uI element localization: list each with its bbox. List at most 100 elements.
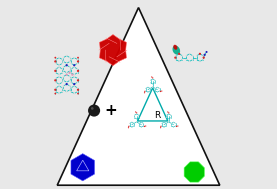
Circle shape [73, 57, 75, 59]
Circle shape [199, 53, 201, 55]
Circle shape [77, 60, 79, 63]
Circle shape [134, 115, 135, 116]
Circle shape [61, 87, 63, 89]
Circle shape [170, 117, 171, 118]
Circle shape [150, 90, 151, 91]
Circle shape [154, 80, 155, 81]
Circle shape [69, 57, 71, 59]
Circle shape [141, 127, 142, 128]
Circle shape [58, 76, 60, 77]
Circle shape [77, 89, 79, 91]
Circle shape [63, 79, 64, 81]
Circle shape [134, 117, 135, 118]
Circle shape [143, 123, 144, 124]
Circle shape [54, 60, 57, 63]
Circle shape [129, 123, 130, 124]
Circle shape [131, 122, 132, 123]
Circle shape [139, 123, 140, 124]
Circle shape [55, 59, 57, 60]
Circle shape [55, 72, 57, 74]
Circle shape [63, 57, 64, 59]
Circle shape [175, 55, 177, 57]
Circle shape [69, 60, 71, 62]
Circle shape [192, 59, 194, 60]
Circle shape [189, 53, 190, 55]
Circle shape [70, 87, 72, 89]
Circle shape [55, 91, 57, 93]
Circle shape [58, 85, 60, 87]
Circle shape [161, 91, 162, 92]
Circle shape [168, 118, 169, 119]
Circle shape [145, 125, 146, 127]
Circle shape [178, 61, 180, 62]
Circle shape [55, 87, 57, 89]
Circle shape [134, 125, 135, 126]
Polygon shape [71, 154, 94, 181]
Circle shape [152, 86, 153, 88]
Circle shape [66, 64, 68, 66]
Circle shape [168, 112, 170, 114]
Circle shape [128, 127, 129, 128]
Circle shape [70, 91, 72, 93]
Circle shape [61, 91, 63, 93]
Circle shape [61, 81, 63, 83]
Circle shape [63, 66, 64, 68]
Circle shape [147, 92, 148, 93]
Circle shape [77, 59, 78, 60]
Circle shape [77, 70, 79, 72]
Circle shape [166, 123, 167, 124]
Circle shape [145, 88, 146, 89]
Circle shape [58, 66, 60, 68]
Circle shape [157, 92, 158, 93]
Circle shape [55, 77, 57, 79]
Circle shape [174, 57, 176, 59]
Circle shape [73, 83, 75, 85]
Circle shape [199, 53, 201, 55]
Circle shape [61, 72, 63, 74]
Circle shape [150, 88, 151, 89]
Circle shape [160, 127, 161, 128]
Circle shape [77, 57, 79, 59]
Circle shape [69, 70, 71, 72]
Circle shape [55, 81, 57, 83]
Circle shape [66, 62, 68, 64]
Circle shape [73, 83, 75, 85]
Circle shape [70, 68, 72, 70]
Circle shape [176, 126, 177, 127]
Circle shape [160, 91, 161, 92]
Polygon shape [184, 162, 204, 182]
Circle shape [61, 59, 63, 60]
Circle shape [167, 111, 168, 113]
Circle shape [63, 70, 64, 72]
Circle shape [55, 57, 56, 59]
Circle shape [61, 62, 63, 64]
Circle shape [70, 77, 72, 79]
Circle shape [73, 64, 75, 66]
Circle shape [77, 91, 78, 93]
Circle shape [73, 85, 75, 87]
Circle shape [70, 81, 72, 83]
Circle shape [66, 83, 68, 85]
Circle shape [91, 107, 94, 110]
Circle shape [63, 89, 64, 91]
Polygon shape [57, 8, 220, 185]
Circle shape [150, 82, 151, 83]
Circle shape [63, 76, 64, 77]
Circle shape [186, 55, 187, 57]
Circle shape [166, 117, 167, 118]
Circle shape [55, 62, 57, 64]
Circle shape [175, 125, 176, 126]
Circle shape [177, 125, 178, 127]
Circle shape [202, 59, 204, 60]
Circle shape [77, 72, 78, 74]
Circle shape [71, 74, 73, 76]
Circle shape [129, 125, 130, 126]
Circle shape [131, 127, 132, 128]
Circle shape [66, 91, 68, 93]
Circle shape [70, 59, 72, 60]
Text: R: R [154, 111, 160, 120]
Circle shape [173, 127, 174, 128]
Circle shape [66, 64, 68, 66]
Circle shape [134, 123, 135, 124]
Circle shape [66, 81, 68, 83]
